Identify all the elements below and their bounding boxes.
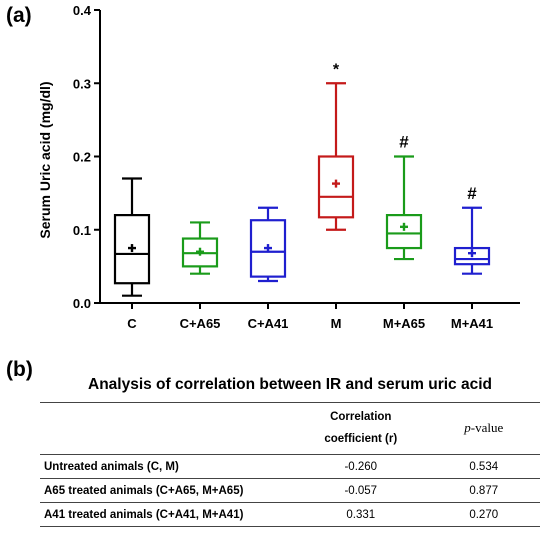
table-row: A41 treated animals (C+A41, M+A41) 0.331… [40,502,540,527]
header-blank [40,402,294,455]
header-p-suffix: -value [470,420,504,435]
significance-mark: # [467,184,477,203]
y-tick-label: 0.2 [73,150,91,165]
row-p: 0.877 [469,484,499,497]
correlation-table: Correlation coefficient (r) p-value Untr… [40,402,540,527]
header-p-symbol: p [464,420,471,435]
x-tick-label: C+A65 [180,316,221,331]
box-iqr [249,219,287,278]
x-tick-label: C [127,316,137,331]
row-p: 0.534 [469,460,499,473]
row-r: -0.260 [344,460,378,473]
header-r-line1: Correlation [330,411,392,423]
row-p: 0.270 [469,508,499,521]
box-plot-chart: Serum Uric acid (mg/dl) 0.0 0.1 0.2 0.3 0.4 C… [37,3,520,331]
box-iqr [317,155,355,219]
y-tick-label: 0.4 [73,3,92,18]
x-tick-label: M [331,316,342,331]
x-tick-label: M+A65 [383,316,425,331]
row-r: 0.331 [346,508,376,521]
y-tick-label: 0.1 [73,223,91,238]
header-r-line2: coefficient (r) [324,433,398,445]
row-group: A65 treated animals (C+A65, M+A65) [44,484,244,497]
y-tick-label: 0.0 [73,296,91,311]
header-p-value: p-value [427,402,540,455]
header-correlation: Correlation coefficient (r) [294,402,427,455]
significance-mark: # [399,133,409,152]
box-iqr [453,246,491,266]
row-r: -0.057 [344,484,378,497]
box-iqr [113,214,151,285]
x-tick-label: C+A41 [248,316,289,331]
table-header-row: Correlation coefficient (r) p-value [40,402,540,455]
table-title: Analysis of correlation between IR and s… [88,376,492,393]
row-group: A41 treated animals (C+A41, M+A41) [44,508,244,521]
significance-mark: * [333,61,340,78]
box-iqr [385,214,423,250]
y-axis-label: Serum Uric acid (mg/dl) [37,81,53,238]
y-tick-label: 0.3 [73,76,91,91]
table-row: A65 treated animals (C+A65, M+A65) -0.05… [40,478,540,503]
x-tick-label: M+A41 [451,316,493,331]
panel-a-label: (a) [6,4,32,27]
row-group: Untreated animals (C, M) [44,460,179,473]
table-top-rule [40,402,540,403]
panel-b-label: (b) [6,358,33,381]
table-row: Untreated animals (C, M) -0.260 0.534 [40,454,540,479]
